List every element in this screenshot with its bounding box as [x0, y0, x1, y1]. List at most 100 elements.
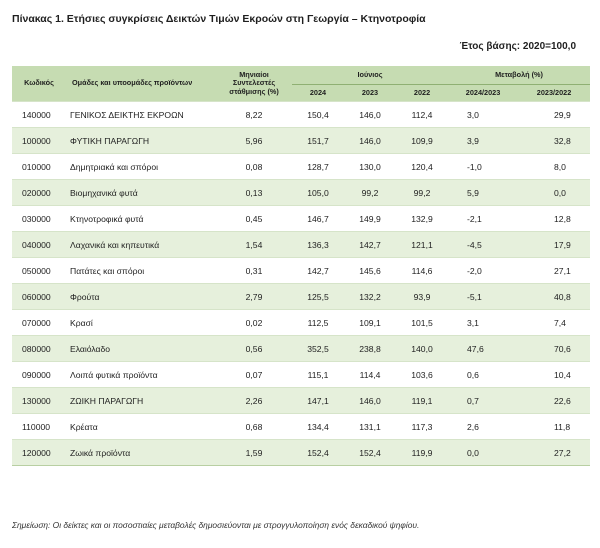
row-index-2023: 146,0	[344, 387, 396, 414]
row-index-2024: 115,1	[292, 361, 344, 388]
row-index-2023: 238,8	[344, 335, 396, 362]
row-change-2024-2023: 5,9	[448, 179, 519, 206]
row-change-2023-2022: 22,6	[518, 387, 591, 414]
row-code: 050000	[12, 257, 66, 284]
row-change-2024-2023: -2,0	[448, 257, 519, 284]
row-code: 090000	[12, 361, 66, 388]
row-name: Πατάτες και σπόροι	[66, 257, 216, 284]
row-index-2023: 152,4	[344, 439, 396, 466]
row-index-2022: 132,9	[396, 205, 449, 232]
table-row: 130000 ΖΩΙΚΗ ΠΑΡΑΓΩΓΗ 2,26 147,1 146,0 119,1 0…	[12, 387, 591, 414]
row-change-2023-2022: 29,9	[518, 101, 591, 128]
row-weight: 0,02	[216, 309, 292, 336]
row-weight: 0,68	[216, 413, 292, 440]
row-index-2022: 120,4	[396, 153, 449, 180]
header-year-2023: 2023	[344, 84, 396, 102]
row-weight: 1,59	[216, 439, 292, 466]
row-index-2024: 146,7	[292, 205, 344, 232]
row-code: 010000	[12, 153, 66, 180]
row-index-2023: 149,9	[344, 205, 396, 232]
row-code: 130000	[12, 387, 66, 414]
row-code: 030000	[12, 205, 66, 232]
row-change-2024-2023: 2,6	[448, 413, 519, 440]
header-change-2023-2022: 2023/2022	[518, 84, 591, 102]
table-row: 040000 Λαχανικά και κηπευτικά 1,54 136,3 142…	[12, 231, 591, 258]
header-year-2024: 2024	[292, 84, 344, 102]
row-name: Ζωικά προϊόντα	[66, 439, 216, 466]
row-index-2022: 101,5	[396, 309, 449, 336]
price-index-table: Κωδικός Ομάδες και υποομάδες προϊόντων Μ…	[12, 66, 591, 466]
row-index-2022: 121,1	[396, 231, 449, 258]
table-row: 100000 ΦΥΤΙΚΗ ΠΑΡΑΓΩΓΗ 5,96 151,7 146,0 109,9…	[12, 127, 591, 154]
row-weight: 8,22	[216, 101, 292, 128]
row-weight: 5,96	[216, 127, 292, 154]
row-index-2024: 112,5	[292, 309, 344, 336]
row-change-2023-2022: 70,6	[518, 335, 591, 362]
row-change-2023-2022: 10,4	[518, 361, 591, 388]
row-index-2023: 131,1	[344, 413, 396, 440]
table-row: 050000 Πατάτες και σπόροι 0,31 142,7 145,6 11…	[12, 257, 591, 284]
row-name: Κτηνοτροφικά φυτά	[66, 205, 216, 232]
row-index-2024: 152,4	[292, 439, 344, 466]
row-name: Κρασί	[66, 309, 216, 336]
row-change-2023-2022: 27,1	[518, 257, 591, 284]
row-weight: 1,54	[216, 231, 292, 258]
row-weight: 0,08	[216, 153, 292, 180]
row-name: Ελαιόλαδο	[66, 335, 216, 362]
row-index-2024: 134,4	[292, 413, 344, 440]
table-row: 020000 Βιομηχανικά φυτά 0,13 105,0 99,2 99,2 5…	[12, 179, 591, 206]
row-name: Δημητριακά και σπόροι	[66, 153, 216, 180]
table-row: 120000 Ζωικά προϊόντα 1,59 152,4 152,4 119,9 0…	[12, 439, 591, 466]
row-change-2024-2023: 0,6	[448, 361, 519, 388]
row-index-2023: 146,0	[344, 101, 396, 128]
table-row: 080000 Ελαιόλαδο 0,56 352,5 238,8 140,0 47,6 70…	[12, 335, 591, 362]
row-index-2022: 103,6	[396, 361, 449, 388]
row-index-2023: 130,0	[344, 153, 396, 180]
row-change-2024-2023: 3,1	[448, 309, 519, 336]
row-index-2024: 125,5	[292, 283, 344, 310]
row-change-2024-2023: -5,1	[448, 283, 519, 310]
row-index-2022: 99,2	[396, 179, 449, 206]
row-change-2024-2023: -2,1	[448, 205, 519, 232]
row-index-2024: 151,7	[292, 127, 344, 154]
row-change-2023-2022: 12,8	[518, 205, 591, 232]
table-row: 030000 Κτηνοτροφικά φυτά 0,45 146,7 149,9 132…	[12, 205, 591, 232]
row-change-2024-2023: 47,6	[448, 335, 519, 362]
row-weight: 2,79	[216, 283, 292, 310]
row-change-2024-2023: -1,0	[448, 153, 519, 180]
row-weight: 2,26	[216, 387, 292, 414]
row-code: 070000	[12, 309, 66, 336]
row-index-2024: 142,7	[292, 257, 344, 284]
row-index-2023: 146,0	[344, 127, 396, 154]
row-name: Λαχανικά και κηπευτικά	[66, 231, 216, 258]
table-row: 090000 Λοιπά φυτικά προϊόντα 0,07 115,1 114,…	[12, 361, 591, 388]
row-index-2022: 112,4	[396, 101, 449, 128]
table-row: 060000 Φρούτα 2,79 125,5 132,2 93,9 -5,1 40,8	[12, 283, 591, 310]
row-index-2022: 93,9	[396, 283, 449, 310]
row-index-2023: 132,2	[344, 283, 396, 310]
row-change-2024-2023: 3,9	[448, 127, 519, 154]
row-name: ΦΥΤΙΚΗ ΠΑΡΑΓΩΓΗ	[66, 127, 216, 154]
row-weight: 0,45	[216, 205, 292, 232]
row-name: Βιομηχανικά φυτά	[66, 179, 216, 206]
row-index-2023: 109,1	[344, 309, 396, 336]
table-row: 010000 Δημητριακά και σπόροι 0,08 128,7 130,…	[12, 153, 591, 180]
row-weight: 0,07	[216, 361, 292, 388]
row-code: 020000	[12, 179, 66, 206]
table-title: Πίνακας 1. Ετήσιες συγκρίσεις Δεικτών Τι…	[12, 13, 426, 25]
row-index-2022: 119,1	[396, 387, 449, 414]
row-index-2024: 150,4	[292, 101, 344, 128]
table-row: 140000 ΓΕΝΙΚΟΣ ΔΕΙΚΤΗΣ ΕΚΡΟΩΝ 8,22 150,4 146…	[12, 101, 591, 128]
row-change-2023-2022: 8,0	[518, 153, 591, 180]
row-change-2023-2022: 11,8	[518, 413, 591, 440]
row-code: 080000	[12, 335, 66, 362]
row-change-2024-2023: 3,0	[448, 101, 519, 128]
header-year-2022: 2022	[396, 84, 449, 102]
row-index-2022: 140,0	[396, 335, 449, 362]
header-change: Μεταβολή (%)	[448, 66, 591, 85]
table-row: 070000 Κρασί 0,02 112,5 109,1 101,5 3,1 7,4	[12, 309, 591, 336]
row-change-2023-2022: 32,8	[518, 127, 591, 154]
header-weights: Μηνιαίοι Συντελεστές στάθμισης (%)	[216, 66, 292, 102]
row-index-2024: 128,7	[292, 153, 344, 180]
row-index-2023: 145,6	[344, 257, 396, 284]
